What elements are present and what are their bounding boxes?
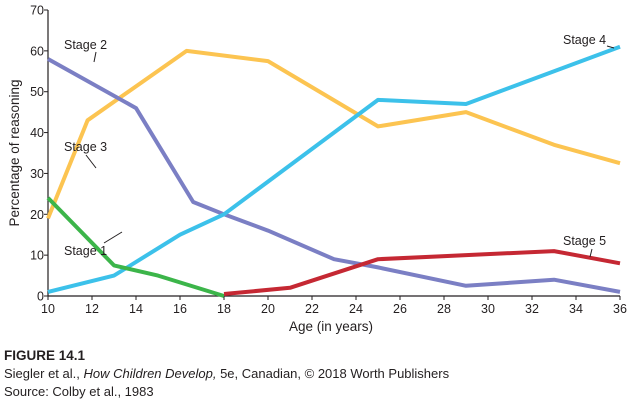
- series-label-stage-4: Stage 4: [563, 33, 606, 47]
- series-label-stage-3: Stage 3: [64, 140, 107, 154]
- leader-line-stage-5: [589, 248, 593, 258]
- credit-suffix: 5e, Canadian, © 2018 Worth Publishers: [216, 366, 450, 381]
- leader-line-stage-2: [93, 51, 97, 63]
- series-line-stage-3: [46, 48, 621, 220]
- series-label-stage-1: Stage 1: [64, 244, 107, 258]
- y-tick-label: 10: [30, 249, 44, 263]
- x-tick-label: 36: [613, 302, 627, 316]
- chart-series: [46, 44, 621, 298]
- x-tick-label: 28: [437, 302, 451, 316]
- x-tick-label: 34: [569, 302, 583, 316]
- credit-prefix: Siegler et al.,: [4, 366, 84, 381]
- leader-line-stage-4: [606, 45, 615, 49]
- x-tick-label: 26: [393, 302, 407, 316]
- credit-book-title: How Children Develop,: [83, 366, 217, 381]
- y-tick-label: 30: [30, 167, 44, 181]
- y-tick-label: 20: [30, 208, 44, 222]
- x-tick-label: 30: [481, 302, 495, 316]
- y-tick-label: 0: [37, 290, 44, 304]
- series-label-stage-5: Stage 5: [563, 234, 606, 248]
- x-tick-label: 12: [85, 302, 99, 316]
- x-tick-label: 22: [305, 302, 319, 316]
- y-tick-label: 70: [30, 4, 44, 18]
- series-line-stage-5: [223, 249, 621, 296]
- x-tick-label: 20: [261, 302, 275, 316]
- series-label-stage-2: Stage 2: [64, 38, 107, 52]
- y-tick-label: 60: [30, 44, 44, 58]
- x-tick-label: 14: [129, 302, 143, 316]
- x-axis-label: Age (in years): [289, 319, 373, 334]
- series-line-stage-4: [47, 44, 621, 294]
- series-line-stage-1: [46, 196, 225, 298]
- x-tick-label: 32: [525, 302, 539, 316]
- y-axis-label: Percentage of reasoning: [7, 79, 22, 226]
- y-tick-label: 40: [30, 126, 44, 140]
- figure-caption: FIGURE 14.1 Siegler et al., How Children…: [4, 347, 449, 401]
- figure-title: FIGURE 14.1: [4, 348, 86, 363]
- x-tick-label: 16: [173, 302, 187, 316]
- series-line-stage-2: [47, 57, 621, 294]
- x-tick-label: 24: [349, 302, 363, 316]
- y-tick-label: 50: [30, 85, 44, 99]
- figure-credit: Siegler et al., How Children Develop, 5e…: [4, 365, 449, 383]
- leader-line-stage-1: [103, 231, 123, 244]
- x-tick-label: 18: [217, 302, 231, 316]
- figure-source: Source: Colby et al., 1983: [4, 384, 154, 399]
- x-tick-label: 10: [41, 302, 55, 316]
- chart-series-labels: Stage 1 Stage 2 Stage 3 Stage 4 Stage 5: [64, 33, 615, 258]
- leader-line-stage-3: [85, 154, 97, 169]
